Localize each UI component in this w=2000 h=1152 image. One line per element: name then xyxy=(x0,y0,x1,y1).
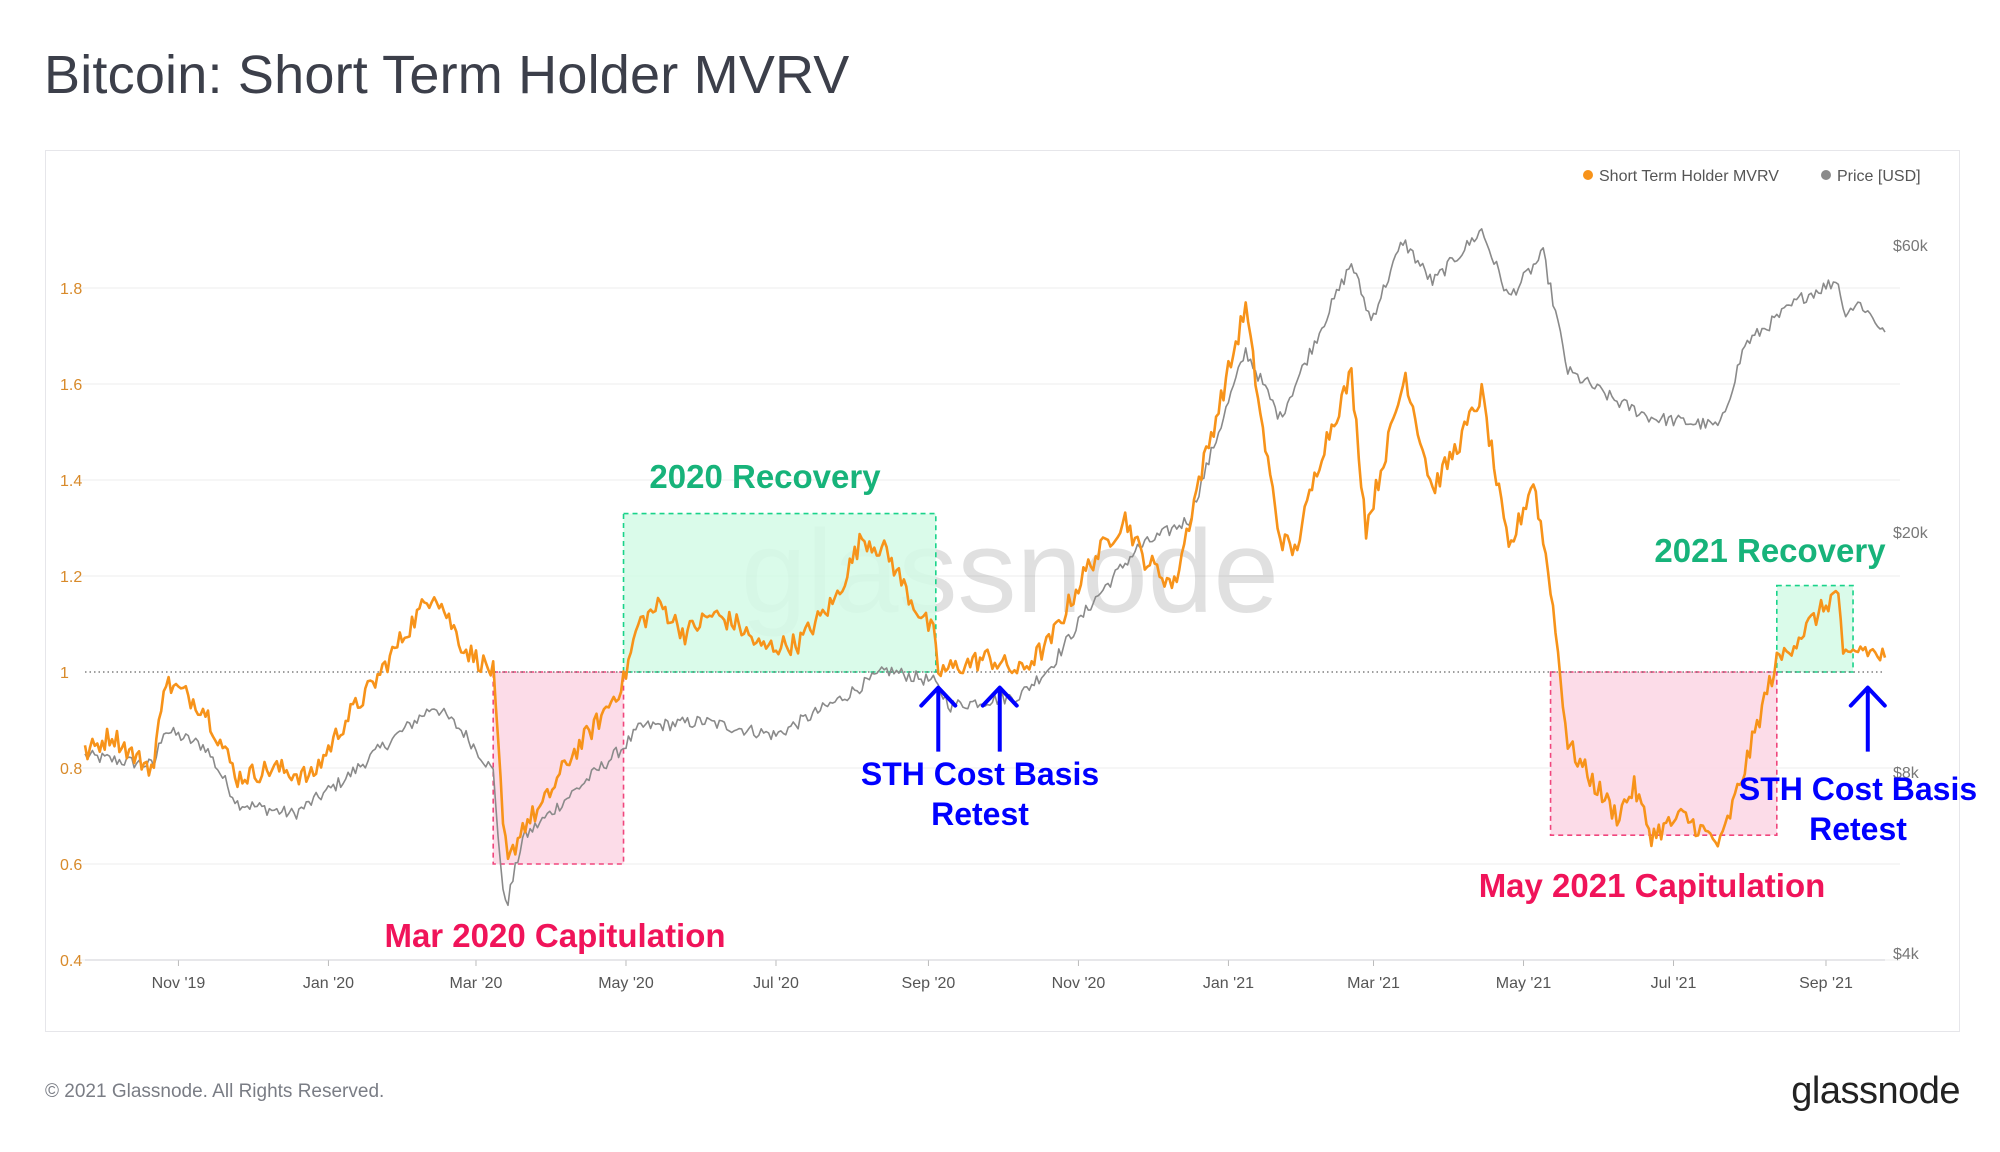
glassnode-logo: glassnode xyxy=(1791,1070,1960,1112)
legend-label: Price [USD] xyxy=(1837,168,1921,185)
arrow-head xyxy=(980,685,1019,708)
y-right-tick-label: $60k xyxy=(1893,238,1929,255)
arrow-label: Retest xyxy=(931,796,1029,832)
x-tick-label: Jan '20 xyxy=(303,975,354,992)
y-left-tick-label: 1 xyxy=(60,665,69,682)
page-title: Bitcoin: Short Term Holder MVRV xyxy=(44,45,850,105)
y-left-tick-label: 1.4 xyxy=(60,473,82,490)
y-right-tick-label: $20k xyxy=(1893,525,1929,542)
axes: 0.4 0.6 0.8 1 1.2 1.4 1.6 1.8 $4k $8k $20k $60k Nov … xyxy=(60,238,1929,992)
recovery-label: 2021 Recovery xyxy=(1654,532,1886,569)
cost-basis-arrow xyxy=(919,685,958,752)
copyright: © 2021 Glassnode. All Rights Reserved. xyxy=(45,1081,385,1102)
arrow-label: STH Cost Basis xyxy=(1739,771,1977,807)
recovery-label: 2020 Recovery xyxy=(649,458,881,495)
x-tick-label: Nov '20 xyxy=(1052,975,1106,992)
legend-dot-icon xyxy=(1583,170,1593,180)
x-tick-label: Mar '20 xyxy=(450,975,503,992)
x-tick-label: Nov '19 xyxy=(152,975,206,992)
y-left-tick-label: 0.8 xyxy=(60,761,82,778)
x-tick-label: Jan '21 xyxy=(1203,975,1254,992)
y-left-tick-label: 1.2 xyxy=(60,569,82,586)
y-right-tick-label: $4k xyxy=(1893,946,1920,963)
y-left-tick-label: 0.4 xyxy=(60,953,82,970)
arrow-label: Retest xyxy=(1809,811,1907,847)
capitulation-box xyxy=(1549,671,1778,836)
y-left-tick-label: 1.8 xyxy=(60,281,82,298)
x-tick-label: May '21 xyxy=(1496,975,1552,992)
capitulation-label: May 2021 Capitulation xyxy=(1479,867,1826,904)
legend[interactable]: Short Term Holder MVRV Price [USD] xyxy=(1583,168,1921,185)
mvrv-series xyxy=(83,301,1887,861)
mvrv-line xyxy=(83,301,1887,861)
legend-label: Short Term Holder MVRV xyxy=(1599,168,1779,185)
arrow-head xyxy=(919,685,958,708)
capitulation-label: Mar 2020 Capitulation xyxy=(384,917,725,954)
y-left-tick-label: 0.6 xyxy=(60,857,82,874)
y-right-tick-label: $8k xyxy=(1893,765,1920,782)
x-tick-label: Jul '21 xyxy=(1651,975,1697,992)
chart-frame xyxy=(45,150,1960,1032)
annotation-labels: 2020 Recovery 2021 Recovery Mar 2020 Capit… xyxy=(384,458,1886,954)
cost-basis-arrow xyxy=(1848,685,1887,752)
x-tick-label: May '20 xyxy=(598,975,654,992)
arrows: STH Cost Basis Retest STH Cost Basis Retest xyxy=(861,685,1977,847)
x-tick-label: Sep '20 xyxy=(902,975,956,992)
y-left-tick-label: 1.6 xyxy=(60,377,82,394)
x-tick-label: Jul '20 xyxy=(753,975,799,992)
capitulation-box xyxy=(492,671,625,865)
legend-item[interactable]: Price [USD] xyxy=(1821,168,1921,185)
arrow-label: STH Cost Basis xyxy=(861,756,1099,792)
legend-dot-icon xyxy=(1821,170,1831,180)
arrow-head xyxy=(1848,685,1887,708)
x-tick-label: Mar '21 xyxy=(1347,975,1400,992)
legend-item[interactable]: Short Term Holder MVRV xyxy=(1583,168,1779,185)
cost-basis-arrow xyxy=(980,685,1019,752)
x-tick-label: Sep '21 xyxy=(1799,975,1853,992)
